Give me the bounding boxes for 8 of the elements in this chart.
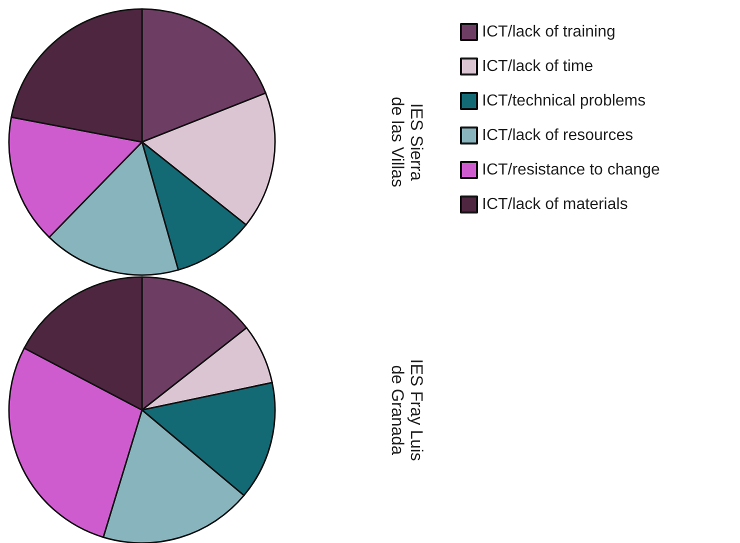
slice-label: IES Fray Luis de Granada xyxy=(388,358,426,462)
legend-label: ICT/technical problems xyxy=(482,92,646,110)
slice-label: IES Sierra de las Villas xyxy=(388,96,426,188)
legend-label: ICT/resistance to change xyxy=(482,162,660,178)
legend-label: ICT/lack of time xyxy=(482,58,594,75)
legend-label: ICT/lack of materials xyxy=(482,196,628,213)
legend-label: ICT/lack of resources xyxy=(482,127,634,144)
legend-label: ICT/lack of training xyxy=(482,24,616,40)
